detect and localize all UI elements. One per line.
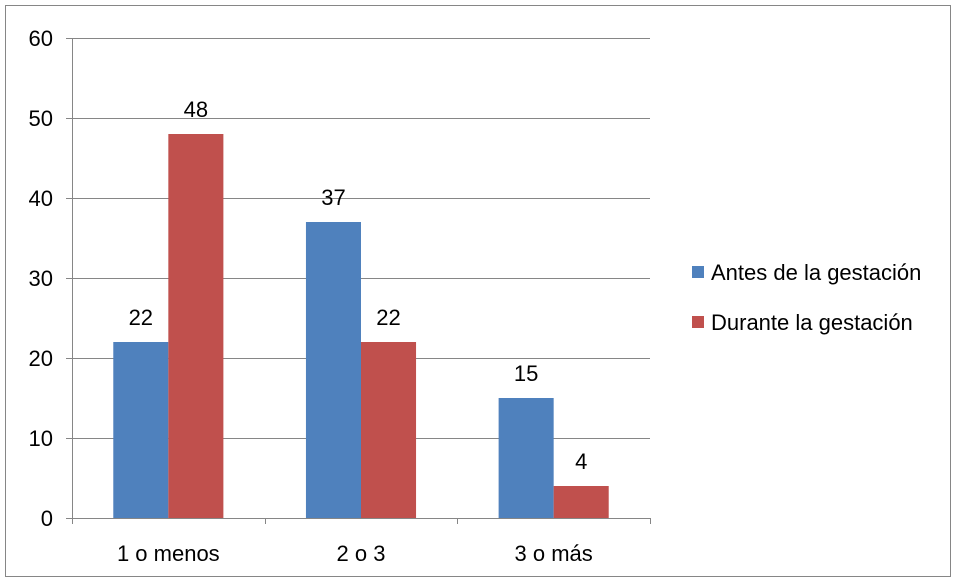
y-tick-label-60: 60: [29, 26, 53, 51]
legend-item-0: Antes de la gestación: [692, 260, 921, 285]
legend-label-1: Durante la gestación: [711, 310, 913, 335]
data-label-series-0-category-1: 37: [321, 185, 345, 210]
data-label-series-1-category-0: 48: [184, 97, 208, 122]
legend-item-1: Durante la gestación: [692, 310, 913, 335]
x-tick-label-2: 3 o más: [515, 541, 593, 566]
y-tick-label-40: 40: [29, 186, 53, 211]
data-label-series-1-category-2: 4: [575, 449, 587, 474]
bar-series-1-category-0: [168, 134, 224, 518]
chart-border: [5, 5, 951, 577]
legend-label-0: Antes de la gestación: [711, 260, 921, 285]
y-tick-label-0: 0: [41, 506, 53, 531]
y-tick-label-50: 50: [29, 106, 53, 131]
data-label-series-0-category-2: 15: [514, 361, 538, 386]
y-tick-label-10: 10: [29, 426, 53, 451]
x-tick-label-0: 1 o menos: [117, 541, 220, 566]
bar-series-0-category-1: [305, 222, 361, 518]
data-label-series-0-category-0: 22: [129, 305, 153, 330]
bars: [113, 134, 609, 518]
bar-series-1-category-1: [361, 342, 417, 518]
x-tick-label-1: 2 o 3: [337, 541, 386, 566]
legend-swatch-1: [692, 316, 704, 328]
y-axis-tick-labels: 0 10 20 30 40 50 60: [29, 26, 53, 531]
y-tick-label-20: 20: [29, 346, 53, 371]
x-axis-tick-labels: 1 o menos 2 o 3 3 o más: [117, 541, 593, 566]
bar-series-1-category-2: [553, 486, 609, 518]
bar-series-0-category-2: [498, 398, 554, 518]
axes: [66, 38, 651, 524]
data-labels: 22 48 37 22 15 4: [129, 97, 588, 474]
data-label-series-1-category-1: 22: [376, 305, 400, 330]
bar-series-0-category-0: [113, 342, 169, 518]
legend-swatch-0: [692, 266, 704, 278]
legend: Antes de la gestación Durante la gestació…: [692, 260, 921, 335]
y-tick-label-30: 30: [29, 266, 53, 291]
